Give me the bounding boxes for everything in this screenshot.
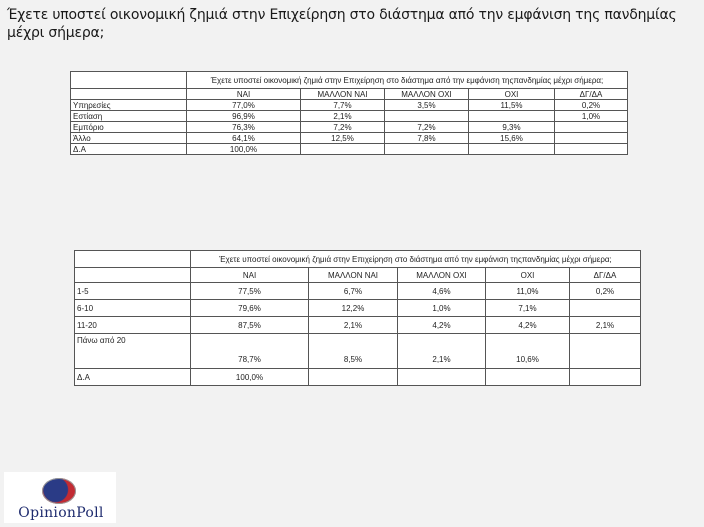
table-row: 11-20 87,5% 2,1% 4,2% 4,2% 2,1% [74, 316, 642, 334]
table-cell: 4,2% [397, 316, 486, 334]
table-cell: 96,9% [186, 110, 301, 122]
table-cell: 7,2% [384, 121, 469, 133]
table-cell: 11,0% [485, 282, 570, 300]
logo-circle-icon [42, 478, 76, 504]
row-label: Εμπόριο [70, 121, 187, 133]
row-label: 6-10 [74, 299, 191, 317]
table-cell [568, 368, 642, 386]
table-cell: 7,1% [485, 299, 570, 317]
row-label: 11-20 [74, 316, 191, 334]
table-cell: 0,2% [568, 282, 642, 300]
results-table-by-size: Έχετε υποστεί οικονομική ζημιά στην Επιχ… [74, 250, 642, 386]
results-table-by-sector: Έχετε υποστεί οικονομική ζημιά στην Επιχ… [70, 71, 629, 155]
table-cell: 7,7% [300, 99, 385, 111]
table-cell: 2,1% [300, 110, 385, 122]
table-cell [568, 299, 642, 317]
column-header: ΜΑΛΛΟΝ ΟΧΙ [384, 88, 469, 100]
table-cell [384, 143, 469, 155]
row-label: Δ.Α [70, 143, 187, 155]
table-cell: 6,7% [308, 282, 398, 300]
table-row: 1-5 77,5% 6,7% 4,6% 11,0% 0,2% [74, 282, 642, 300]
table-cell: 2,1% [397, 333, 486, 369]
row-label: 1-5 [74, 282, 191, 300]
table-cell: 100,0% [186, 143, 301, 155]
table-cell [485, 368, 570, 386]
table-row: Δ.Α 100,0% [70, 143, 629, 155]
table-row: Άλλο 64,1% 12,5% 7,8% 15,6% [70, 132, 629, 144]
table-cell: 2,1% [308, 316, 398, 334]
table-corner-cell [74, 267, 191, 283]
table-cell [568, 333, 642, 369]
row-label: Πάνω από 20 [74, 333, 191, 369]
table-cell [553, 143, 629, 155]
table-cell: 1,0% [397, 299, 486, 317]
column-header: ΜΑΛΛΟΝ ΝΑΙ [308, 267, 398, 283]
table-cell: 4,2% [485, 316, 570, 334]
table-cell: 0,2% [553, 99, 629, 111]
table-row: Εμπόριο 76,3% 7,2% 7,2% 9,3% [70, 121, 629, 133]
table-cell: 100,0% [190, 368, 309, 386]
table-cell: 15,6% [468, 132, 555, 144]
column-header: ΔΓ/ΔΑ [553, 88, 629, 100]
table-cell: 64,1% [186, 132, 301, 144]
table-cell [468, 143, 555, 155]
table-row: Υπηρεσίες 77,0% 7,7% 3,5% 11,5% 0,2% [70, 99, 629, 111]
logo-text: OpinionPoll [18, 505, 104, 521]
table-cell [553, 132, 629, 144]
table-cell [308, 368, 398, 386]
opinionpoll-logo: OpinionPoll [4, 472, 116, 523]
table-row: 6-10 79,6% 12,2% 1,0% 7,1% [74, 299, 642, 317]
column-header: ΜΑΛΛΟΝ ΟΧΙ [397, 267, 486, 283]
table-cell: 77,5% [190, 282, 309, 300]
row-label: Υπηρεσίες [70, 99, 187, 111]
row-label: Εστίαση [70, 110, 187, 122]
table-cell [397, 368, 486, 386]
table-cell: 78,7% [190, 333, 309, 369]
table-question-header: Έχετε υποστεί οικονομική ζημιά στην Επιχ… [189, 250, 642, 268]
table-cell: 7,8% [384, 132, 469, 144]
table-question-header: Έχετε υποστεί οικονομική ζημιά στην Επιχ… [185, 71, 629, 89]
table-row: Δ.Α 100,0% [74, 368, 642, 386]
table-cell: 12,5% [300, 132, 385, 144]
table-corner-cell [70, 88, 187, 100]
table-cell [468, 110, 555, 122]
table-cell [553, 121, 629, 133]
table-cell: 9,3% [468, 121, 555, 133]
table-row: Πάνω από 20 78,7% 8,5% 2,1% 10,6% [74, 333, 642, 369]
table-cell: 77,0% [186, 99, 301, 111]
table-cell: 7,2% [300, 121, 385, 133]
table-cell: 87,5% [190, 316, 309, 334]
table-cell: 1,0% [553, 110, 629, 122]
table-cell: 4,6% [397, 282, 486, 300]
table-cell: 11,5% [468, 99, 555, 111]
table-cell: 76,3% [186, 121, 301, 133]
table-corner-cell [74, 250, 191, 268]
table-corner-cell [70, 71, 187, 89]
table-cell [300, 143, 385, 155]
table-cell: 12,2% [308, 299, 398, 317]
row-label: Άλλο [70, 132, 187, 144]
table-cell [384, 110, 469, 122]
table-cell: 3,5% [384, 99, 469, 111]
table-row: Εστίαση 96,9% 2,1% 1,0% [70, 110, 629, 122]
column-header: ΝΑΙ [186, 88, 301, 100]
table-cell: 10,6% [485, 333, 570, 369]
table-cell: 79,6% [190, 299, 309, 317]
column-header: ΜΑΛΛΟΝ ΝΑΙ [300, 88, 385, 100]
column-header: ΔΓ/ΔΑ [568, 267, 642, 283]
column-header: ΟΧΙ [485, 267, 570, 283]
column-header: ΟΧΙ [468, 88, 555, 100]
row-label: Δ.Α [74, 368, 191, 386]
table-cell: 8,5% [308, 333, 398, 369]
table-cell: 2,1% [568, 316, 642, 334]
page-title: Έχετε υποστεί οικονομική ζημιά στην Επιχ… [7, 7, 677, 41]
column-header: ΝΑΙ [190, 267, 309, 283]
